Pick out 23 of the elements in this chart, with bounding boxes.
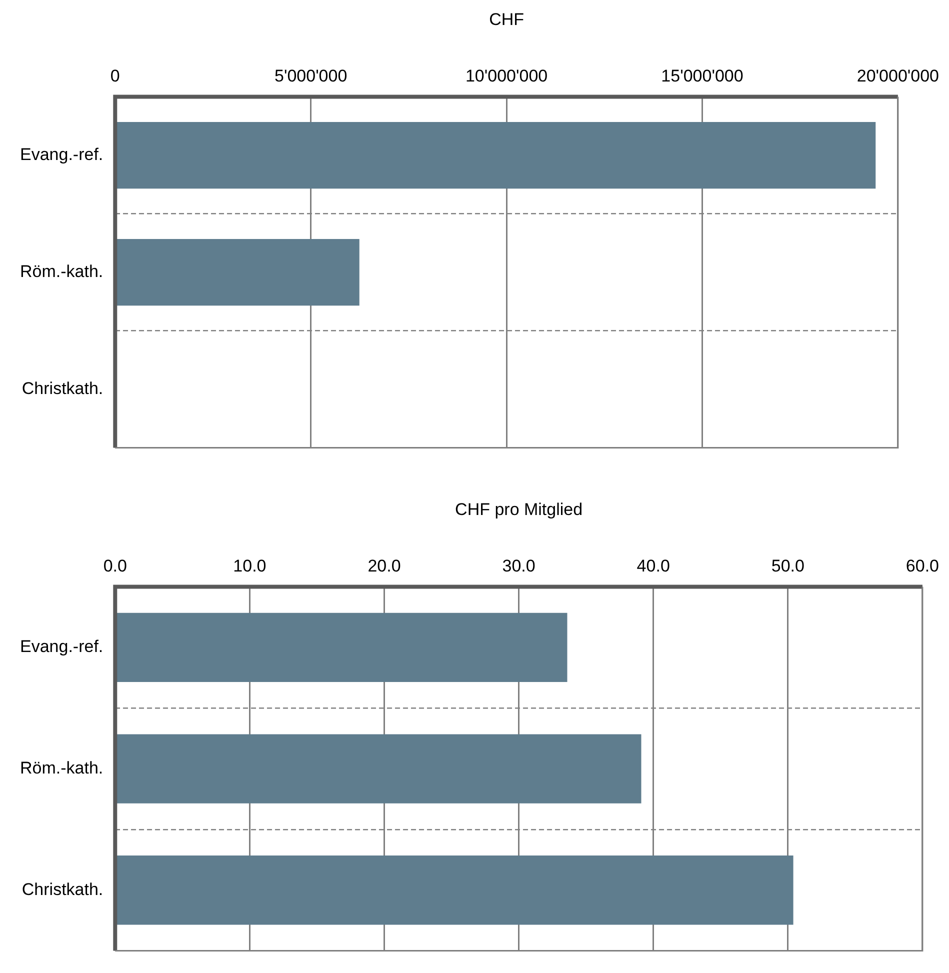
y-tick-label: Christkath. [22, 880, 104, 899]
x-tick-label: 20.0 [368, 556, 401, 576]
y-tick-label: Evang.-ref. [20, 637, 104, 656]
x-tick-label: 10.0 [233, 556, 266, 576]
x-axis-title: CHF [489, 10, 524, 29]
x-tick-label: 10'000'000 [465, 66, 548, 86]
bar [116, 856, 794, 925]
x-tick-label: 5'000'000 [274, 66, 348, 86]
x-tick-label: 60.0 [906, 556, 940, 576]
x-tick-label: 0.0 [103, 556, 127, 576]
x-tick-label: 15'000'000 [661, 66, 744, 86]
y-tick-label: Evang.-ref. [20, 144, 104, 164]
bar [116, 734, 642, 804]
x-tick-label: 50.0 [771, 556, 804, 576]
x-tick-label: 0 [110, 66, 120, 86]
x-axis-title: CHF pro Mitglied [455, 500, 583, 519]
y-tick-label: Röm.-kath. [20, 262, 104, 281]
y-tick-label: Röm.-kath. [20, 758, 104, 778]
bar [116, 612, 568, 682]
x-tick-label: 30.0 [502, 556, 536, 576]
y-tick-label: Christkath. [22, 378, 104, 398]
x-tick-label: 40.0 [636, 556, 670, 576]
x-tick-label: 20'000'000 [856, 66, 940, 86]
